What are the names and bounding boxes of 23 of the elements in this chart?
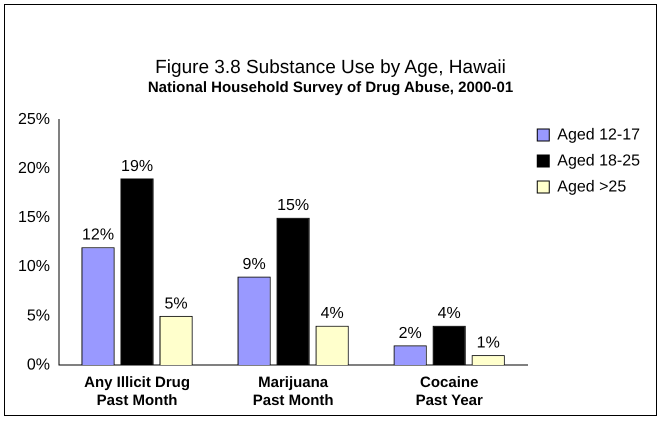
y-tick-label: 5% [26,307,50,324]
data-label: 1% [476,334,500,352]
x-tick-label: Any Illicit Drug Past Month [84,374,190,410]
x-tick-label: Cocaine Past Year [416,374,484,410]
legend-label: Aged 12-17 [557,126,640,144]
data-label: 5% [164,295,188,312]
legend-label: Aged 18-25 [557,152,640,170]
data-label: 2% [398,324,422,342]
y-tick-label: 10% [18,258,50,276]
data-label: 9% [242,256,266,274]
y-tick-label: 25% [18,111,50,128]
y-tick-label: 20% [18,160,50,178]
data-label: 12% [82,226,114,244]
chart-title: Figure 3.8 Substance Use by Age, Hawaii [154,57,507,79]
data-label: 4% [320,305,344,322]
data-label: 4% [438,305,461,322]
legend-label: Aged >25 [557,178,626,196]
y-tick-label: 0% [26,356,50,374]
chart-subtitle: National Household Survey of Drug Abuse, 2000-01 [146,79,514,96]
y-tick-label: 15% [18,209,50,226]
data-label: 15% [277,197,310,214]
data-label: 19% [121,158,154,175]
x-tick-label: Marijuana Past Month [252,374,334,410]
